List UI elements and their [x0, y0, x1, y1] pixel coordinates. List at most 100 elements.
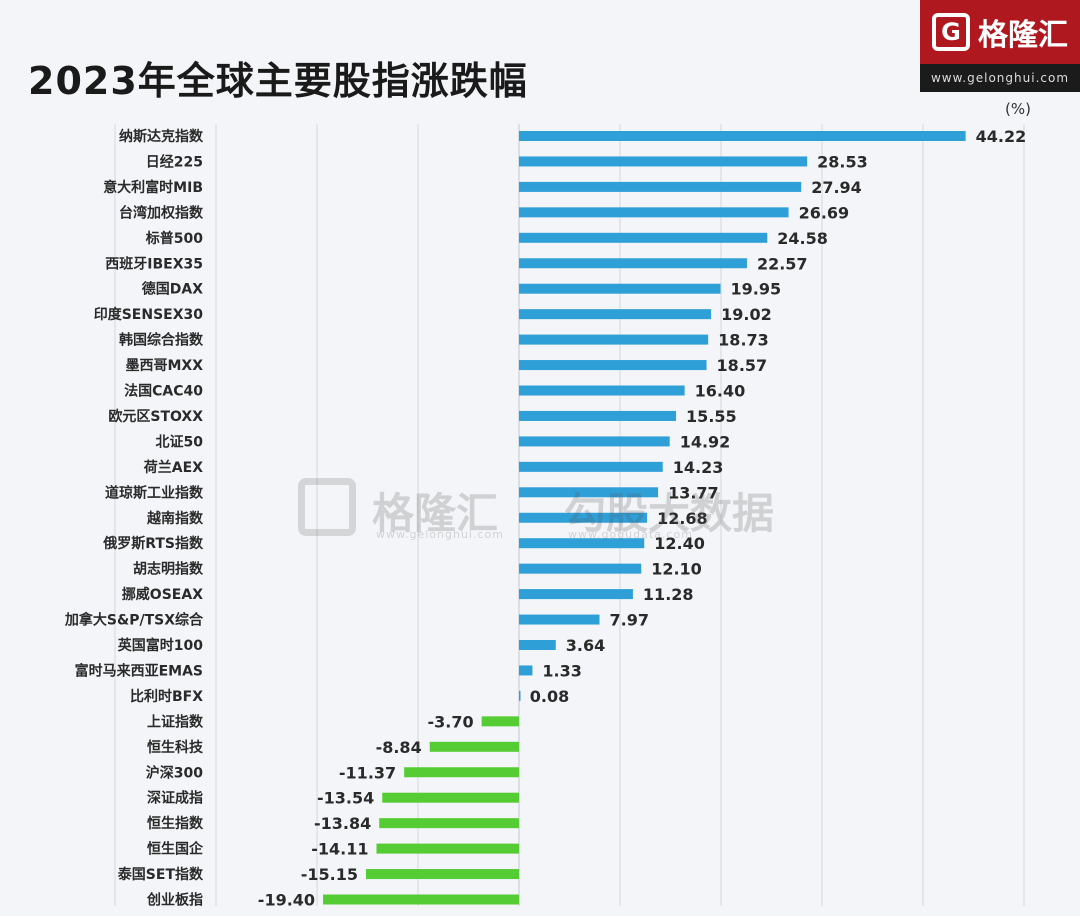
value-label: 13.77	[668, 483, 719, 502]
value-label: 28.53	[817, 152, 868, 171]
value-label: -3.70	[428, 712, 474, 731]
bar	[323, 894, 519, 905]
bar	[519, 487, 659, 498]
brand-url: www.gelonghui.com	[920, 64, 1080, 92]
bar	[519, 385, 685, 396]
bar	[365, 869, 519, 880]
value-label: -19.40	[258, 891, 315, 910]
category-label: 意大利富时MIB	[103, 179, 203, 196]
bar	[519, 640, 556, 650]
value-label: 0.08	[530, 687, 569, 706]
bar	[376, 843, 519, 854]
bar	[519, 156, 808, 167]
value-label: 16.40	[695, 382, 746, 401]
bar	[519, 131, 966, 141]
bar	[519, 436, 670, 447]
category-label: 胡志明指数	[133, 561, 204, 578]
category-label: 北证50	[156, 434, 204, 450]
value-label: 12.40	[654, 534, 705, 553]
bar	[429, 741, 519, 752]
bar	[519, 283, 721, 294]
category-label: 西班牙IBEX35	[105, 255, 203, 272]
value-label: 26.69	[799, 203, 850, 222]
value-label: 18.57	[717, 356, 768, 375]
brand-g-icon: G	[932, 13, 970, 51]
bar	[519, 181, 802, 192]
category-label: 德国DAX	[142, 281, 203, 298]
value-label: 11.28	[643, 585, 694, 604]
bar	[519, 360, 707, 371]
category-label: 恒生指数	[147, 815, 204, 832]
bar	[382, 792, 519, 803]
category-label: 法国CAC40	[124, 383, 203, 400]
value-label: 15.55	[686, 407, 737, 426]
category-label: 越南指数	[146, 510, 204, 527]
category-label: 恒生科技	[147, 739, 204, 756]
bar	[519, 258, 747, 269]
category-label: 英国富时100	[117, 637, 203, 654]
category-label: 标普500	[145, 230, 203, 247]
value-label: 12.10	[651, 560, 702, 579]
bar	[519, 207, 789, 218]
unit-label: (%)	[1005, 100, 1031, 118]
value-label: 22.57	[757, 254, 808, 273]
value-label: 3.64	[566, 636, 605, 655]
category-label: 恒生国企	[147, 841, 204, 858]
value-label: 19.02	[721, 305, 772, 324]
category-label: 欧元区STOXX	[108, 408, 203, 425]
category-label: 沪深300	[146, 764, 203, 781]
value-label: -11.37	[339, 763, 396, 782]
value-label: 27.94	[811, 178, 862, 197]
value-label: 18.73	[718, 331, 769, 350]
category-label: 荷兰AEX	[143, 459, 203, 476]
category-label: 日经225	[146, 153, 203, 170]
bar	[519, 690, 521, 701]
value-label: 1.33	[542, 661, 581, 680]
value-label: 14.23	[673, 458, 724, 477]
value-label: -13.84	[314, 814, 371, 833]
category-label: 泰国SET指数	[117, 866, 204, 883]
category-label: 台湾加权指数	[119, 204, 204, 221]
category-label: 加拿大S&P/TSX综合	[64, 612, 204, 629]
brand-logo: G 格隆汇 www.gelonghui.com	[920, 0, 1080, 92]
category-label: 墨西哥MXX	[125, 358, 203, 374]
bar	[519, 334, 709, 345]
category-label: 富时马来西亚EMAS	[75, 662, 203, 679]
value-label: -15.15	[301, 865, 358, 884]
category-label: 印度SENSEX30	[94, 306, 204, 323]
category-label: 上证指数	[147, 713, 204, 730]
category-label: 道琼斯工业指数	[105, 484, 204, 501]
value-label: -14.11	[311, 840, 368, 859]
category-label: 比利时BFX	[130, 688, 203, 705]
value-label: 7.97	[609, 611, 648, 630]
category-label: 俄罗斯RTS指数	[102, 535, 204, 552]
category-label: 创业板指	[146, 892, 203, 909]
bar	[404, 767, 519, 778]
category-label: 韩国综合指数	[119, 332, 204, 349]
value-label: -8.84	[376, 738, 422, 757]
chart-title: 2023年全球主要股指涨跌幅	[28, 59, 528, 103]
value-label: 44.22	[976, 127, 1027, 146]
bar	[519, 589, 633, 600]
bar	[519, 309, 712, 320]
brand-name: 格隆汇	[978, 18, 1068, 53]
category-label: 挪威OSEAX	[122, 586, 203, 603]
bar	[379, 818, 519, 829]
bar	[519, 538, 645, 549]
value-label: 12.68	[657, 509, 708, 528]
value-label: 24.58	[777, 229, 828, 248]
bar	[481, 716, 519, 727]
value-label: 19.95	[730, 280, 781, 299]
bar	[519, 665, 533, 676]
bar	[519, 614, 600, 625]
bar	[519, 512, 648, 523]
bar	[519, 410, 677, 421]
bar	[519, 563, 642, 574]
value-label: -13.54	[317, 789, 374, 808]
bar	[519, 461, 663, 472]
category-label: 深证成指	[147, 790, 203, 807]
category-label: 纳斯达克指数	[119, 128, 204, 145]
value-label: 14.92	[680, 432, 731, 451]
bar	[519, 232, 768, 243]
